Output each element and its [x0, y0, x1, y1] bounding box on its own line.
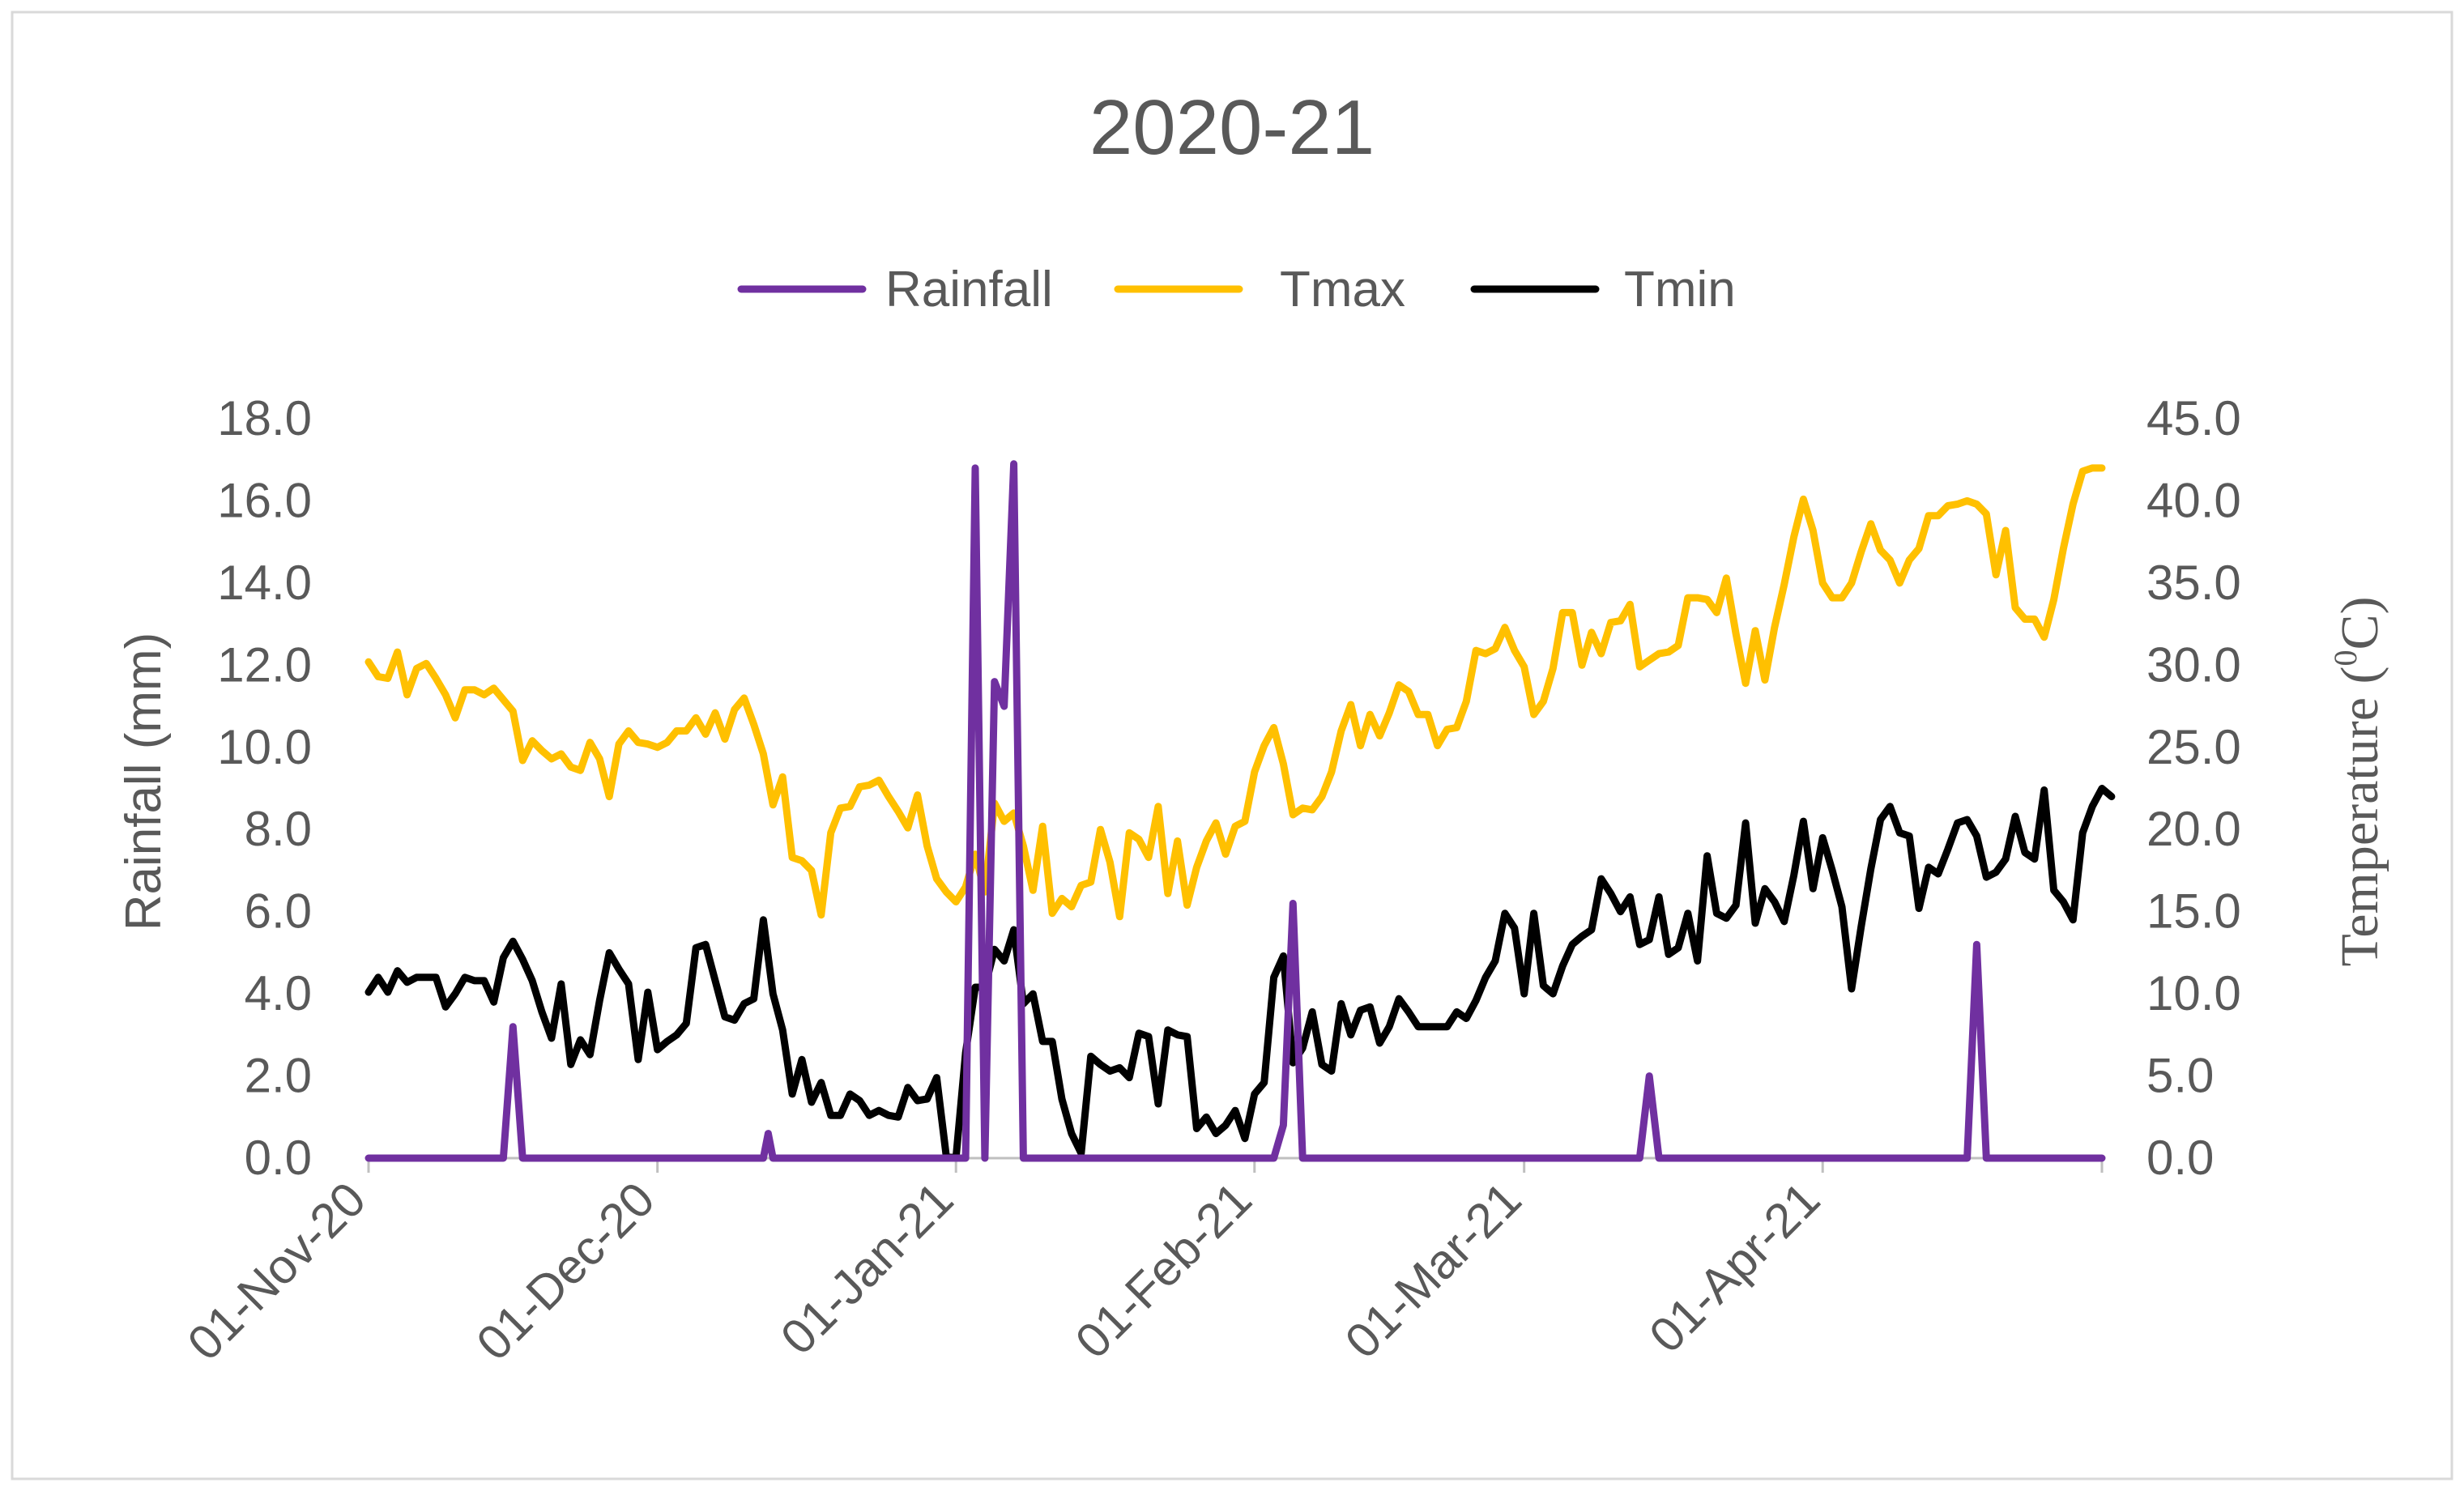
legend-item-rainfall: Rainfall — [737, 262, 1053, 317]
left-tick-label: 8.0 — [245, 802, 312, 856]
legend-label-tmin: Tmin — [1624, 262, 1736, 317]
right-tick-label: 0.0 — [2146, 1131, 2214, 1185]
right-axis-title: Temperature (0C) — [2327, 597, 2389, 967]
series-layer — [364, 460, 2116, 1162]
series-line-rainfall — [364, 460, 2106, 1162]
right-tick-label: 25.0 — [2146, 720, 2241, 774]
right-tick-label: 20.0 — [2146, 802, 2241, 856]
left-axis-title: Rainfall (mm) — [116, 633, 172, 931]
legend-label-tmax: Tmax — [1280, 262, 1405, 317]
legend-item-tmin: Tmin — [1470, 262, 1736, 317]
left-tick-label: 16.0 — [217, 473, 312, 527]
left-axis-ticks: 0.0 2.0 4.0 6.0 8.0 10.0 12.0 14.0 16.0 18.0 — [217, 391, 312, 1185]
right-tick-label: 15.0 — [2146, 884, 2241, 939]
left-tick-label: 14.0 — [217, 556, 312, 610]
left-tick-label: 18.0 — [217, 391, 312, 445]
series-line-tmax — [364, 464, 2106, 921]
right-axis-title-superscript: 0 — [2327, 650, 2364, 667]
left-tick-label: 2.0 — [245, 1049, 312, 1103]
chart-frame — [11, 11, 2453, 1480]
legend-item-tmax: Tmax — [1114, 262, 1405, 317]
right-axis-ticks: 0.0 5.0 10.0 15.0 20.0 25.0 30.0 35.0 40.0 45.0 — [2146, 391, 2241, 1185]
legend: Rainfall Tmax Tmin — [737, 262, 1736, 317]
chart-title: 2020-21 — [1089, 84, 1375, 171]
right-axis-title-prefix: Temperature ( — [2330, 667, 2389, 967]
right-tick-label: 5.0 — [2146, 1049, 2214, 1103]
left-tick-label: 12.0 — [217, 637, 312, 692]
left-tick-label: 4.0 — [245, 966, 312, 1020]
left-tick-label: 6.0 — [245, 884, 312, 939]
right-tick-label: 45.0 — [2146, 391, 2241, 445]
series-line-tmin — [364, 785, 2116, 1162]
right-tick-label: 10.0 — [2146, 966, 2241, 1020]
right-axis-title-suffix: C) — [2330, 597, 2389, 650]
left-tick-label: 10.0 — [217, 720, 312, 774]
right-tick-label: 35.0 — [2146, 556, 2241, 610]
left-tick-label: 0.0 — [245, 1131, 312, 1185]
legend-label-rainfall: Rainfall — [885, 262, 1053, 317]
right-tick-label: 30.0 — [2146, 637, 2241, 692]
right-tick-label: 40.0 — [2146, 473, 2241, 527]
